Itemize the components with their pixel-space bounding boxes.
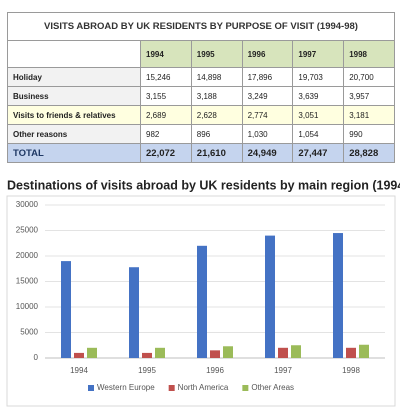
- y-tick-label: 15000: [16, 277, 39, 286]
- bar: [359, 344, 369, 358]
- table-row: TOTAL 22,072 21,610 24,949 27,447 28,828: [7, 143, 395, 163]
- y-tick-label: 25000: [16, 226, 39, 235]
- value-cell: 24,949: [241, 143, 294, 163]
- year-header: 1996: [241, 40, 294, 68]
- title-row: VISITS ABROAD BY UK RESIDENTS BY PURPOSE…: [7, 12, 395, 41]
- bar: [210, 350, 220, 358]
- y-tick-label: 20000: [16, 251, 39, 260]
- bar: [197, 245, 207, 358]
- row-label: Holiday: [7, 67, 141, 87]
- legend-swatch: [242, 385, 249, 391]
- value-cell: 28,828: [343, 143, 395, 163]
- bar: [61, 261, 71, 358]
- corner-cell: [7, 40, 141, 68]
- value-cell: 2,628: [190, 105, 243, 125]
- x-tick-label: 1996: [206, 366, 224, 375]
- bar: [223, 346, 233, 358]
- row-label: TOTAL: [7, 143, 141, 163]
- value-cell: 22,072: [140, 143, 192, 163]
- value-cell: 2,774: [241, 105, 294, 125]
- x-tick-label: 1994: [70, 366, 88, 375]
- legend-label: Western Europe: [97, 383, 155, 392]
- legend-label: Other Areas: [251, 383, 294, 392]
- y-tick-label: 30000: [16, 200, 39, 209]
- bar: [278, 347, 288, 358]
- x-tick-label: 1998: [342, 366, 360, 375]
- legend-swatch: [168, 385, 175, 391]
- bar: [74, 352, 84, 358]
- bar: [155, 347, 165, 358]
- bar: [142, 352, 152, 358]
- year-header: 1995: [190, 40, 243, 68]
- value-cell: 27,447: [292, 143, 345, 163]
- bar: [87, 347, 97, 358]
- bar: [333, 233, 343, 358]
- x-tick-label: 1995: [138, 366, 156, 375]
- value-cell: 21,610: [190, 143, 243, 163]
- year-header: 1994: [140, 40, 192, 68]
- bar: [346, 347, 356, 358]
- chart-title: Destinations of visits abroad by UK resi…: [7, 178, 400, 192]
- row-label: Business: [7, 86, 141, 106]
- purpose-table: VISITS ABROAD BY UK RESIDENTS BY PURPOSE…: [7, 12, 395, 163]
- bar: [291, 345, 301, 358]
- bar: [129, 267, 139, 358]
- header-row: 1994 1995 1996 1997 1998: [7, 40, 395, 68]
- year-header: 1997: [292, 40, 345, 68]
- legend-label: North America: [178, 383, 229, 392]
- bar: [265, 235, 275, 358]
- x-tick-label: 1997: [274, 366, 292, 375]
- y-tick-label: 0: [34, 353, 39, 362]
- table-row: Other reasons 982 896 1,030 1,054 990: [7, 124, 395, 144]
- y-tick-label: 5000: [20, 328, 38, 337]
- table-title: VISITS ABROAD BY UK RESIDENTS BY PURPOSE…: [7, 12, 395, 41]
- table-row: Business 3,155 3,188 3,249 3,639 3,957: [7, 86, 395, 106]
- table-row: Holiday 15,246 14,898 17,896 19,703 20,700: [7, 67, 395, 87]
- y-tick-label: 10000: [16, 302, 39, 311]
- value-cell: 3,181: [343, 105, 395, 125]
- legend-swatch: [88, 385, 94, 391]
